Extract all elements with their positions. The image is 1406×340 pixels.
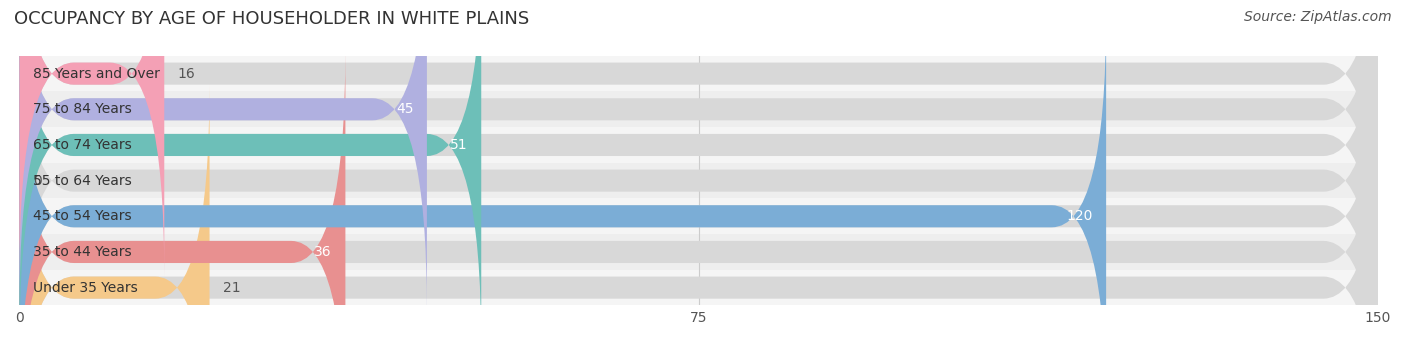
Text: 45: 45 <box>396 102 413 116</box>
Bar <box>20 91 1378 127</box>
Text: 35 to 44 Years: 35 to 44 Years <box>32 245 132 259</box>
Bar <box>20 234 1378 270</box>
FancyBboxPatch shape <box>20 0 1378 340</box>
Text: Source: ZipAtlas.com: Source: ZipAtlas.com <box>1244 10 1392 24</box>
Bar <box>20 199 1378 234</box>
Text: OCCUPANCY BY AGE OF HOUSEHOLDER IN WHITE PLAINS: OCCUPANCY BY AGE OF HOUSEHOLDER IN WHITE… <box>14 10 529 28</box>
Text: 55 to 64 Years: 55 to 64 Years <box>32 174 132 188</box>
FancyBboxPatch shape <box>20 13 1107 340</box>
Text: 85 Years and Over: 85 Years and Over <box>32 67 160 81</box>
FancyBboxPatch shape <box>20 0 1378 340</box>
FancyBboxPatch shape <box>20 0 1378 312</box>
Text: 45 to 54 Years: 45 to 54 Years <box>32 209 132 223</box>
Bar <box>20 56 1378 91</box>
FancyBboxPatch shape <box>20 49 1378 340</box>
FancyBboxPatch shape <box>20 85 1378 340</box>
FancyBboxPatch shape <box>20 0 1378 276</box>
FancyBboxPatch shape <box>20 0 481 340</box>
Text: 0: 0 <box>32 174 42 188</box>
Text: 21: 21 <box>224 280 240 295</box>
FancyBboxPatch shape <box>20 85 209 340</box>
FancyBboxPatch shape <box>20 13 1378 340</box>
Text: 120: 120 <box>1066 209 1092 223</box>
FancyBboxPatch shape <box>20 49 346 340</box>
Bar <box>20 163 1378 199</box>
Text: 75 to 84 Years: 75 to 84 Years <box>32 102 132 116</box>
Text: 65 to 74 Years: 65 to 74 Years <box>32 138 132 152</box>
Bar <box>20 270 1378 305</box>
FancyBboxPatch shape <box>20 0 165 276</box>
Text: Under 35 Years: Under 35 Years <box>32 280 138 295</box>
Text: 51: 51 <box>450 138 468 152</box>
Bar <box>20 127 1378 163</box>
Text: 36: 36 <box>314 245 332 259</box>
Text: 16: 16 <box>179 67 195 81</box>
FancyBboxPatch shape <box>20 0 427 312</box>
